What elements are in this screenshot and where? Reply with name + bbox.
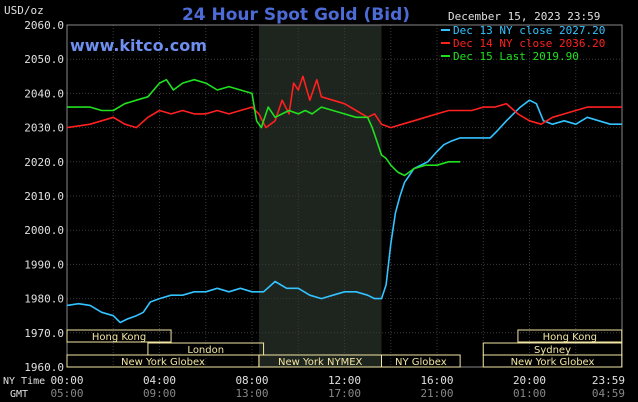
x-tick-label-gmt: 05:00 xyxy=(50,387,83,400)
x-tick-label-gmt: 09:00 xyxy=(143,387,176,400)
gmt-label: GMT xyxy=(10,389,28,400)
x-tick-label-ny: 12:00 xyxy=(328,374,361,387)
session-label: New York NYMEX xyxy=(278,357,363,368)
legend-entry: Dec 15 Last 2019.90 xyxy=(453,50,579,63)
y-axis-ticks: 2060.0 2050.0 2040.0 2030.0 2020.0 2010.0 2000… xyxy=(24,19,64,374)
session-label: NY Globex xyxy=(395,357,447,368)
x-tick-label-ny: 04:00 xyxy=(143,374,176,387)
ny-time-label: NY Time xyxy=(3,376,45,387)
unit-label: USD/oz xyxy=(4,4,44,17)
session-label: Sydney xyxy=(534,345,571,356)
x-tick-label-ny: 16:00 xyxy=(420,374,453,387)
y-tick-label: 2060.0 xyxy=(24,19,64,32)
legend-entry: Dec 14 NY close 2036.20 xyxy=(453,37,605,50)
price-series xyxy=(66,75,622,324)
x-tick-label-ny: 23:59 xyxy=(592,374,625,387)
x-tick-label-gmt: 17:00 xyxy=(328,387,361,400)
x-tick-label-gmt: 01:00 xyxy=(513,387,546,400)
x-tick-label-ny: 00:00 xyxy=(50,374,83,387)
series-line xyxy=(66,75,622,129)
y-tick-label: 2020.0 xyxy=(24,156,64,169)
kitco-brand[interactable]: www.kitco.com xyxy=(70,36,207,55)
y-tick-label: 2000.0 xyxy=(24,224,64,237)
session-label: Hong Kong xyxy=(92,332,146,343)
y-tick-label: 2040.0 xyxy=(24,87,64,100)
chart-date: December 15, 2023 23:59 xyxy=(448,10,600,23)
x-tick-label-gmt: 04:59 xyxy=(592,387,625,400)
series-line xyxy=(66,99,622,324)
x-tick-label-ny: 20:00 xyxy=(513,374,546,387)
y-tick-label: 2030.0 xyxy=(24,122,64,135)
x-tick-label-gmt: 21:00 xyxy=(420,387,453,400)
legend-entry: Dec 13 NY close 2027.20 xyxy=(453,24,605,37)
x-tick-label-ny: 08:00 xyxy=(235,374,268,387)
chart-title: 24 Hour Spot Gold (Bid) xyxy=(182,5,410,25)
session-box xyxy=(482,354,623,368)
y-tick-label: 1960.0 xyxy=(24,361,64,374)
x-tick-label-gmt: 13:00 xyxy=(235,387,268,400)
y-tick-label: 2010.0 xyxy=(24,190,64,203)
session-label: New York Globex xyxy=(511,357,595,368)
session-box xyxy=(517,329,623,343)
y-tick-label: 1990.0 xyxy=(24,258,64,271)
session-box xyxy=(66,329,172,343)
series-line xyxy=(67,78,461,177)
y-tick-label: 1970.0 xyxy=(24,327,64,340)
session-label: New York Globex xyxy=(121,357,205,368)
session-box xyxy=(381,354,461,368)
y-tick-label: 1980.0 xyxy=(24,293,64,306)
session-label: Hong Kong xyxy=(543,332,597,343)
y-tick-label: 2050.0 xyxy=(24,53,64,66)
session-label: London xyxy=(187,345,224,356)
